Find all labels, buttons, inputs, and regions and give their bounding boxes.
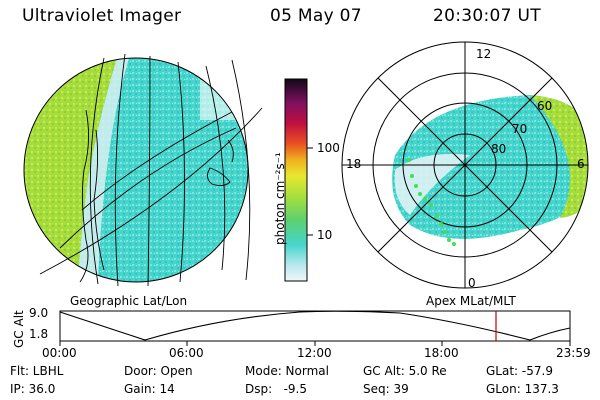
right-panel-caption: Apex MLat/MLT bbox=[426, 294, 516, 308]
altitude-x-tick-4: 23:59 bbox=[556, 346, 591, 360]
colorbar bbox=[284, 78, 308, 282]
altitude-x-tick-2: 12:00 bbox=[297, 346, 332, 360]
info-glat: GLat: -57.9 bbox=[486, 364, 553, 378]
polar-label-left: 18 bbox=[346, 157, 362, 171]
altitude-curve bbox=[59, 310, 571, 341]
left-panel-caption: Geographic Lat/Lon bbox=[70, 294, 188, 308]
altitude-plot-frame bbox=[59, 310, 571, 342]
altitude-x-ticks bbox=[59, 341, 571, 346]
altitude-x-tick-0: 00:00 bbox=[42, 346, 77, 360]
colorbar-label-10: 10 bbox=[317, 228, 333, 242]
altitude-y-top: 9.0 bbox=[29, 306, 49, 320]
polar-grid bbox=[341, 41, 589, 289]
info-door: Door: Open bbox=[124, 364, 193, 378]
info-dsp: Dsp: -9.5 bbox=[245, 382, 308, 396]
polar-dots bbox=[407, 158, 456, 246]
date-label: 05 May 07 bbox=[270, 6, 362, 26]
polar-label-60: 60 bbox=[537, 99, 553, 113]
altitude-x-tick-3: 18:00 bbox=[424, 346, 459, 360]
altitude-axis-label: GC Alt bbox=[12, 310, 26, 348]
colorbar-label-100: 100 bbox=[317, 141, 340, 155]
info-mode: Mode: Normal bbox=[245, 364, 329, 378]
instrument-title: Ultraviolet Imager bbox=[22, 6, 182, 26]
info-seq: Seq: 39 bbox=[363, 382, 409, 396]
colorbar-unit-label: photon cm⁻²s⁻¹ bbox=[273, 152, 287, 245]
info-filter: Flt: LBHL bbox=[10, 364, 64, 378]
polar-label-70: 70 bbox=[512, 122, 528, 136]
polar-label-right: 6 bbox=[577, 157, 585, 171]
altitude-x-tick-1: 06:00 bbox=[169, 346, 204, 360]
time-label: 20:30:07 UT bbox=[433, 6, 541, 26]
info-ip: IP: 36.0 bbox=[10, 382, 56, 396]
globe-limb bbox=[23, 57, 249, 283]
info-glon: GLon: 137.3 bbox=[486, 382, 559, 396]
polar-label-80: 80 bbox=[491, 142, 507, 156]
info-gain: Gain: 14 bbox=[124, 382, 175, 396]
info-gc-alt: GC Alt: 5.0 Re bbox=[363, 364, 447, 378]
polar-label-bottom: 0 bbox=[468, 276, 476, 290]
altitude-y-bottom: 1.8 bbox=[29, 327, 49, 341]
polar-label-top: 12 bbox=[476, 47, 492, 61]
coastlines bbox=[79, 109, 234, 283]
geographic-grid bbox=[39, 53, 263, 287]
